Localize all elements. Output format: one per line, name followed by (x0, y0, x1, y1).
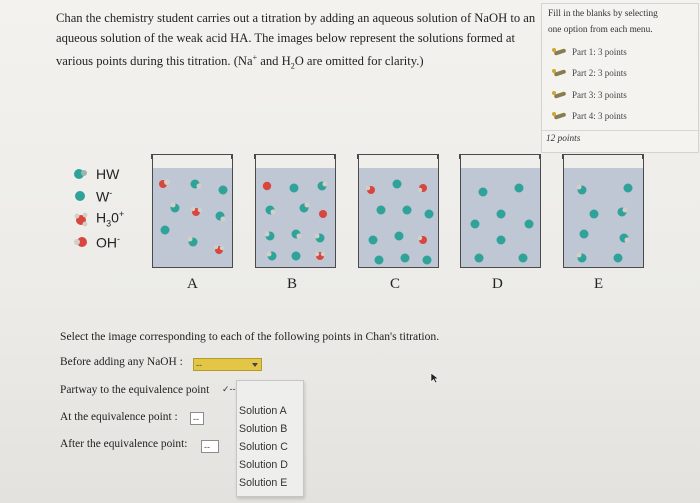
beaker-b-particles (262, 181, 328, 261)
instructions-note: Fill in the blanks by selecting one opti… (548, 9, 658, 35)
question-after-equivalence: After the equivalence point: (60, 438, 188, 450)
divider (542, 130, 698, 131)
mouse-cursor-icon (430, 372, 440, 384)
beaker-c-particles (365, 179, 434, 265)
beaker-d-label: D (492, 276, 503, 292)
beaker-d (459, 154, 541, 268)
beaker-d-particles (470, 183, 534, 263)
before-naoh-select[interactable]: -- (193, 358, 262, 371)
beaker-e (562, 154, 644, 268)
part-1-points[interactable]: Part 1: 3 points (552, 47, 627, 57)
legend-h3o: H30+ (72, 209, 182, 229)
question-before-naoh: Before adding any NaOH : (60, 356, 183, 368)
menu-option-solution-a[interactable]: Solution A (239, 405, 287, 417)
hw-molecule (159, 179, 170, 188)
beaker-rim (562, 154, 643, 159)
beaker-b (254, 154, 336, 268)
question-equivalence: At the equivalence point : (60, 411, 178, 423)
points-panel: Fill in the blanks by selecting one opti… (541, 3, 699, 153)
pencil-icon (552, 91, 568, 99)
beaker-rim (357, 154, 438, 159)
beaker-a-label: A (187, 276, 198, 292)
after-equivalence-select[interactable]: -- (201, 440, 219, 453)
check-icon: ✓ (222, 384, 230, 394)
instructions-text: Select the image corresponding to each o… (60, 330, 440, 343)
question-partway: Partway to the equivalence point (60, 384, 210, 396)
beaker-rim (151, 154, 232, 159)
menu-option-solution-b[interactable]: Solution B (239, 423, 288, 435)
legend-hw: HW (72, 164, 182, 184)
oh-ion-icon (74, 237, 87, 247)
question-text: Chan the chemistry student carries out a… (56, 11, 536, 71)
menu-option-solution-d[interactable]: Solution D (239, 459, 288, 471)
beaker-e-label: E (594, 276, 604, 292)
total-points: 12 points (546, 134, 581, 144)
legend-w: W- (72, 186, 182, 206)
solution-dropdown-menu: Solution A Solution B Solution C Solutio… (236, 380, 304, 497)
w-ion-icon (75, 191, 85, 201)
part-3-points[interactable]: Part 3: 3 points (552, 90, 627, 100)
menu-option-solution-c[interactable]: Solution C (239, 441, 288, 453)
hw-molecule-icon (74, 169, 87, 179)
beaker-rim (459, 154, 540, 159)
pencil-icon (552, 69, 568, 77)
pencil-icon (552, 48, 568, 56)
pencil-icon (552, 112, 568, 120)
beaker-e-particles (576, 183, 633, 263)
chevron-down-icon (252, 363, 258, 367)
equivalence-select[interactable]: -- (190, 412, 204, 425)
beaker-b-label: B (287, 276, 298, 292)
legend-oh: OH- (72, 232, 182, 252)
beaker-c-label: C (390, 276, 401, 292)
h3o-ion-icon (74, 212, 88, 227)
part-4-points[interactable]: Part 4: 3 points (552, 111, 627, 121)
beaker-rim (254, 154, 335, 159)
beaker-c (357, 154, 439, 268)
partway-select[interactable]: ✓-- (222, 384, 236, 394)
beaker-a-particles (159, 179, 228, 254)
part-2-points[interactable]: Part 2: 3 points (552, 68, 627, 78)
menu-option-solution-e[interactable]: Solution E (239, 477, 288, 489)
beaker-a (151, 154, 233, 268)
